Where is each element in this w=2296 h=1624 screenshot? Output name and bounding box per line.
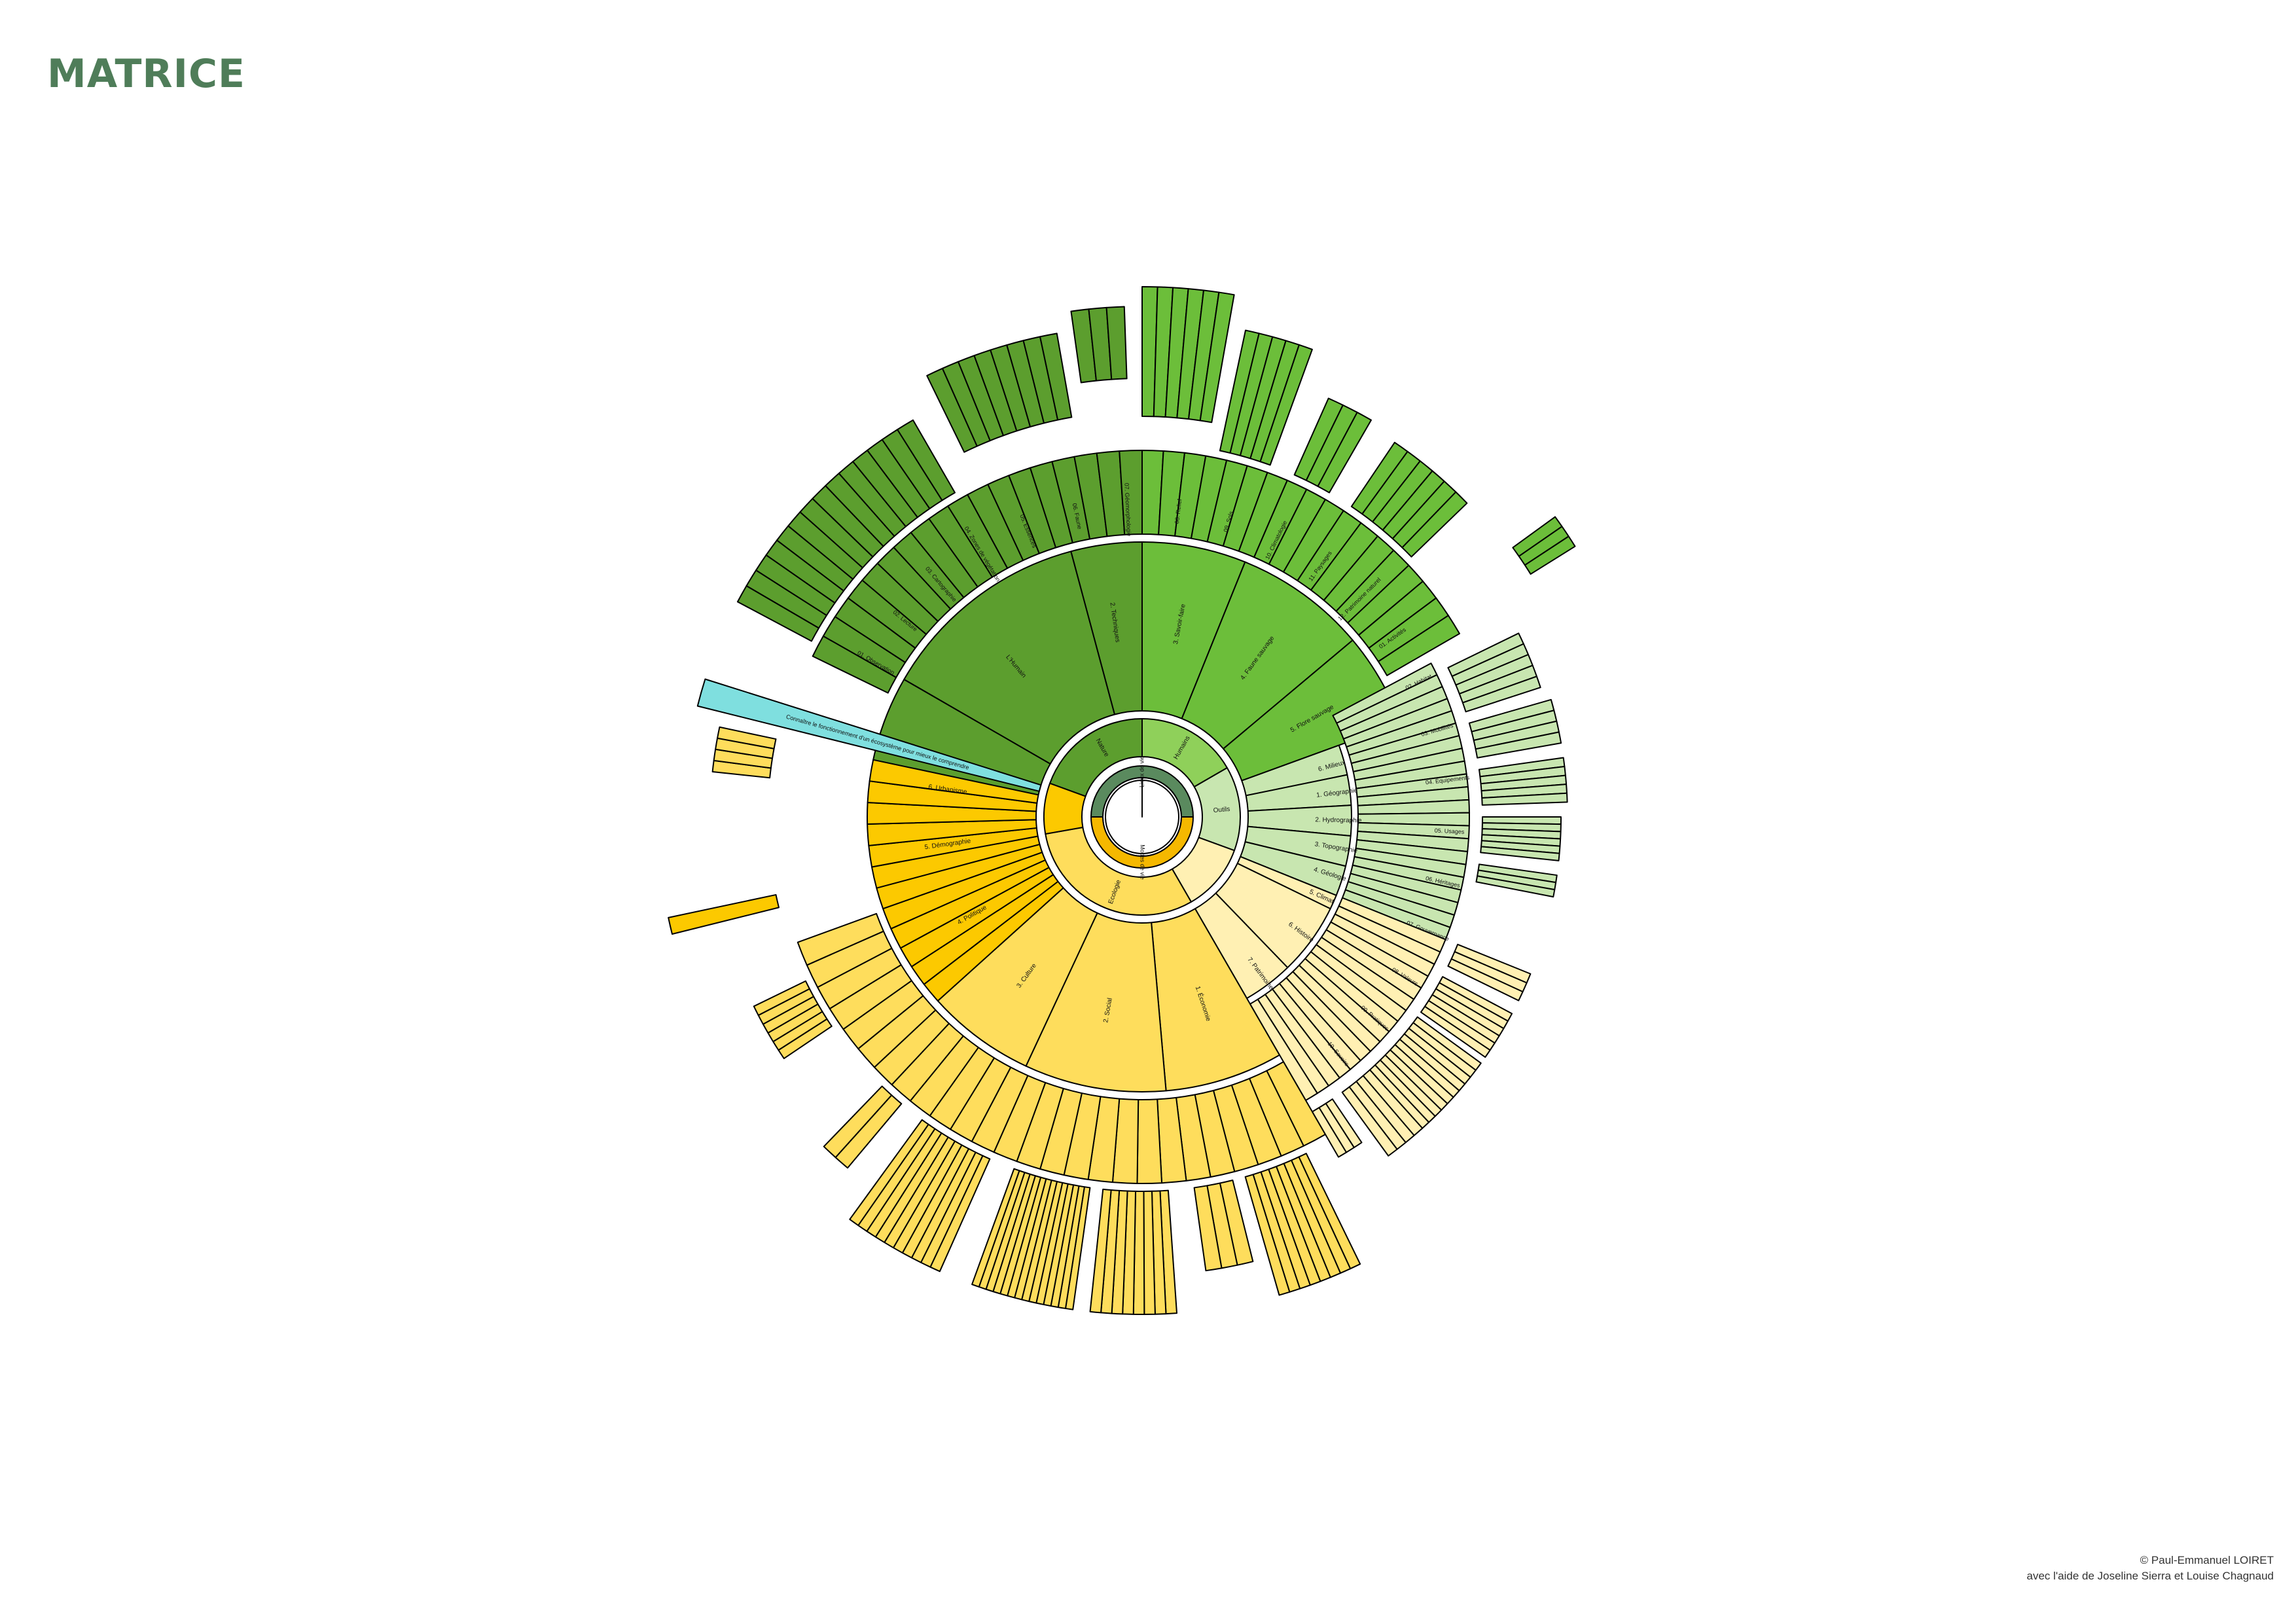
wheel-segment-225 [1312, 1107, 1348, 1158]
wheel-segment-185 [1475, 731, 1562, 759]
wheel-segment-244 [1089, 1188, 1112, 1314]
wheel-segment-64 [1377, 615, 1460, 676]
core-label-0: Lieux de vie [1138, 756, 1145, 787]
credits: © Paul-Emmanuel LOIRET avec l'aide de Jo… [2027, 1553, 2274, 1585]
ring2-label-7: 2. Hydrographie [1315, 816, 1362, 824]
wheel-segment-150 [1039, 333, 1073, 421]
wheel-segment-270 [823, 1085, 893, 1159]
wheel-segment-281 [717, 726, 777, 749]
wheel-segment-190 [1481, 792, 1568, 806]
wheel-segment-176 [1524, 535, 1576, 575]
credits-contributors: avec l'aide de Joseline Sierra et Louise… [2026, 1570, 2274, 1583]
wheel-segment-258 [971, 1168, 1020, 1288]
wheel-segment-0 [903, 550, 1116, 765]
wheel-segment-236 [1193, 1185, 1223, 1272]
wheel-segment-276 [753, 980, 810, 1017]
ring1-yellow-dark [1043, 782, 1086, 835]
core-label-1: Modes de vie [1139, 844, 1146, 880]
wheel-segment-196 [1480, 846, 1560, 861]
wheel-segment-268 [849, 1119, 929, 1227]
ring1-yellow [1045, 826, 1192, 916]
wheel-segment-277 [668, 893, 780, 935]
wheel-segment-173 [1401, 491, 1468, 558]
cyan-band [696, 678, 1042, 792]
wheel-segment-14 [1025, 912, 1167, 1092]
wheel-segment-142 [897, 419, 956, 501]
wheel-segment-181 [1462, 676, 1541, 713]
center-hole-cover [1105, 780, 1179, 854]
ring3-label-7: 08. Relief [1174, 498, 1183, 524]
wheel-segment-199 [1475, 875, 1556, 898]
credits-author: © Paul-Emmanuel LOIRET [2140, 1553, 2274, 1566]
wheel-segment-159 [1199, 291, 1235, 424]
wheel-segment-110 [1136, 1098, 1163, 1184]
wheel-segment-222 [1341, 1086, 1398, 1157]
core-ring-lower [1090, 816, 1194, 869]
ring1-label-2: Outils [1213, 806, 1230, 814]
wheel-segment-128 [797, 912, 884, 966]
ring3-label-6: 07. Géomorphologie [1123, 483, 1132, 537]
wheel-segment-102 [1249, 998, 1318, 1102]
wheel-segment-233 [1244, 1174, 1291, 1296]
wheel-segment-164 [1259, 344, 1313, 466]
wheel-segment-208 [1420, 1005, 1491, 1058]
page-title: MATRICE [47, 51, 245, 97]
wheel-segment-202 [1447, 958, 1524, 1001]
wheel-segment-3 [1181, 561, 1354, 749]
wheel-segment-167 [1317, 411, 1372, 494]
ring3-label-16: 05. Usages [1435, 827, 1465, 835]
wheel-segment-153 [1105, 306, 1128, 380]
